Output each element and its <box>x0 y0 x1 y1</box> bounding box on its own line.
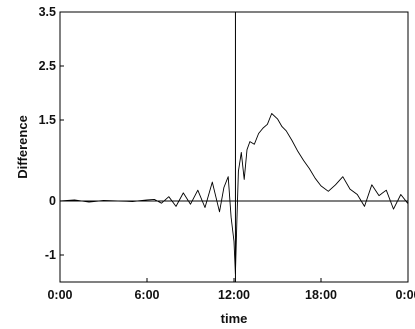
y-tick-label: 2.5 <box>39 59 56 73</box>
x-tick-label: 12:00 <box>218 288 250 302</box>
y-tick-label: -1 <box>45 248 56 262</box>
x-tick-label: 0:00 <box>395 288 415 302</box>
y-axis-title: Difference <box>15 115 30 179</box>
y-tick-label: 0 <box>49 194 56 208</box>
y-tick-label: 1.5 <box>39 113 56 127</box>
x-tick-label: 18:00 <box>305 288 337 302</box>
series-line <box>59 113 409 275</box>
x-axis-ticks: 0:00 6:00 12:00 18:00 0:00 <box>47 278 415 302</box>
x-tick-label: 6:00 <box>134 288 159 302</box>
plot-frame <box>59 11 409 283</box>
y-tick-label: 3.5 <box>39 5 56 19</box>
series-layer <box>59 113 409 275</box>
x-tick-label: 0:00 <box>47 288 72 302</box>
x-axis-title: time <box>221 311 248 326</box>
y-axis-ticks: 3.5 2.5 1.5 0 -1 <box>39 5 64 262</box>
